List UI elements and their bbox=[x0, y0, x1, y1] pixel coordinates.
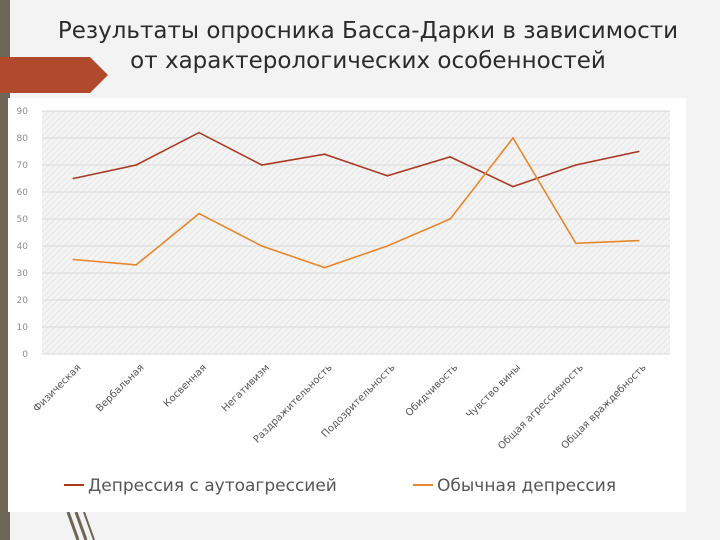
data-point bbox=[72, 258, 75, 261]
data-point bbox=[637, 239, 640, 242]
data-point bbox=[574, 242, 577, 245]
data-point bbox=[637, 150, 640, 153]
data-point bbox=[386, 174, 389, 177]
y-tick-label: 70 bbox=[17, 161, 29, 171]
slide-title: Результаты опросника Басса-Дарки в завис… bbox=[18, 16, 718, 76]
x-tick-label: Подозрительность bbox=[320, 362, 398, 440]
series-line-1 bbox=[73, 136, 639, 269]
line-chart: 0 10 20 30 40 50 60 70 80 90 Физическая Вербальная… bbox=[17, 107, 670, 496]
data-point bbox=[260, 245, 263, 247]
y-tick-label: 50 bbox=[17, 215, 29, 225]
x-tick-label: Физическая bbox=[31, 362, 83, 414]
data-point bbox=[449, 218, 452, 220]
x-tick-label: Обидчивость bbox=[404, 362, 461, 419]
y-tick-label: 20 bbox=[17, 296, 29, 306]
legend-label: Обычная депрессия bbox=[437, 476, 616, 496]
x-axis-ticks: Физическая Вербальная Косвенная НегативизмР… bbox=[31, 362, 648, 452]
bottom-decorative-lines bbox=[66, 512, 95, 540]
y-axis-ticks: 0 10 20 30 40 50 60 70 80 90 bbox=[17, 107, 29, 360]
plot-area-background bbox=[42, 111, 670, 354]
data-point bbox=[323, 266, 326, 269]
data-point bbox=[386, 245, 389, 247]
legend-label: Депрессия с аутоагрессией bbox=[88, 476, 337, 496]
y-tick-label: 10 bbox=[17, 323, 29, 333]
y-tick-label: 80 bbox=[17, 134, 29, 144]
legend: Депрессия с аутоагрессией Обычная депресс… bbox=[64, 476, 616, 496]
series-lines bbox=[72, 131, 640, 269]
data-point bbox=[135, 264, 138, 266]
data-point bbox=[574, 164, 577, 166]
data-point bbox=[198, 131, 200, 134]
y-tick-label: 60 bbox=[17, 188, 29, 198]
data-point bbox=[260, 164, 263, 166]
left-decorative-bar bbox=[0, 0, 10, 540]
data-point bbox=[198, 212, 200, 215]
data-point bbox=[512, 185, 514, 188]
data-point bbox=[72, 177, 75, 180]
x-tick-label: Вербальная bbox=[94, 362, 146, 414]
y-tick-label: 90 bbox=[17, 107, 29, 117]
y-tick-label: 0 bbox=[22, 350, 28, 360]
x-tick-label: Чувство вины bbox=[464, 362, 523, 421]
title-accent-shape bbox=[0, 57, 108, 93]
slide-title-line-1: Результаты опросника Басса-Дарки в завис… bbox=[57, 18, 679, 44]
data-point bbox=[135, 164, 138, 166]
slide-title-line-2: от характерологических особенностей bbox=[130, 48, 606, 74]
x-tick-label: Косвенная bbox=[162, 362, 209, 409]
data-point bbox=[512, 137, 514, 139]
chart-frame: 0 10 20 30 40 50 60 70 80 90 Физическая Вербальная… bbox=[8, 98, 686, 512]
x-tick-label: Негативизм bbox=[220, 362, 272, 414]
y-tick-label: 30 bbox=[17, 269, 29, 279]
y-tick-label: 40 bbox=[17, 242, 29, 252]
series-line-0 bbox=[73, 131, 639, 188]
data-point bbox=[323, 153, 326, 156]
data-point bbox=[449, 156, 452, 158]
